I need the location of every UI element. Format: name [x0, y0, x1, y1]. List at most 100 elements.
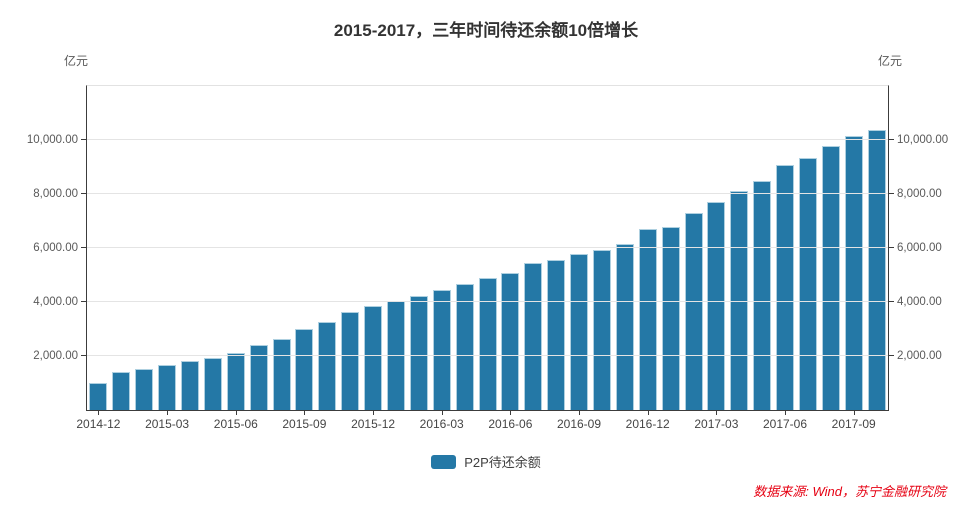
bar-slot [270, 86, 293, 410]
bar-slot [568, 86, 591, 410]
bar [821, 145, 840, 410]
bar-slot [842, 86, 865, 410]
bar-slot [156, 86, 179, 410]
bar-slot [705, 86, 728, 410]
y-axis-tick [81, 301, 86, 302]
x-axis-tick [167, 410, 169, 415]
bar-slot [87, 86, 110, 410]
bar [799, 157, 818, 410]
x-axis-label: 2015-12 [351, 417, 396, 431]
y-axis-unit-right: 亿元 [877, 54, 902, 68]
bar [295, 329, 314, 410]
y-axis-tick [889, 355, 894, 356]
x-axis-tick [579, 410, 580, 415]
bar-slot [728, 86, 751, 410]
chart-title: 2015-2017，三年时间待还余额10倍增长 [333, 21, 639, 40]
y-axis-tick [889, 301, 894, 302]
y-axis-label-right: 8,000.00 [897, 188, 942, 200]
bar-slot [751, 86, 774, 410]
bar [661, 226, 680, 410]
legend-label: P2P待还余额 [464, 455, 541, 470]
bar-series [87, 86, 888, 410]
bar-slot [476, 86, 499, 410]
y-axis-label-right: 10,000.00 [897, 134, 949, 146]
y-axis-tick [81, 139, 86, 140]
x-axis-label: 2017-03 [694, 417, 739, 431]
plot-area: 2,000.00 2,000.00 4,000.00 4,000.00 6,000.00… [27, 85, 948, 431]
x-axis-tick [304, 410, 306, 415]
bar [158, 364, 177, 410]
x-axis-label: 2017-06 [762, 417, 808, 431]
y-axis-label-left: 6,000.00 [33, 242, 78, 254]
x-axis-tick [785, 410, 786, 415]
x-axis-label: 2015-09 [282, 417, 327, 431]
y-axis-label-right: 6,000.00 [897, 242, 942, 254]
y-axis-tick [81, 247, 86, 248]
bar [409, 296, 428, 410]
y-axis-label-right: 4,000.00 [897, 296, 942, 308]
bar-slot [774, 86, 797, 410]
bar [112, 372, 131, 410]
x-axis-label: 2015-06 [213, 417, 258, 431]
bar-slot [499, 86, 522, 410]
x-axis-tick [853, 410, 855, 415]
y-axis-label-left: 4,000.00 [33, 296, 78, 308]
x-axis-label: 2016-06 [488, 417, 533, 431]
bar-slot [407, 86, 430, 410]
y-axis-tick [889, 193, 894, 194]
bar [272, 338, 291, 410]
gridline [87, 139, 888, 140]
bar [707, 201, 726, 410]
bar [226, 352, 245, 410]
bar [249, 345, 268, 410]
bar [478, 278, 497, 410]
chart-legend: P2P待还余额 [0, 452, 972, 471]
bar [364, 305, 383, 410]
bar-slot [636, 86, 659, 410]
bar-slot [110, 86, 133, 410]
bar [593, 249, 612, 410]
bar-slot [613, 86, 636, 410]
x-axis-label: 2016-09 [556, 417, 602, 431]
bar [135, 369, 154, 410]
y-axis-label-left: 10,000.00 [26, 134, 78, 146]
bar-slot [591, 86, 614, 410]
y-axis-tick [81, 193, 86, 194]
bar-slot [682, 86, 705, 410]
y-axis-unit-left: 亿元 [64, 54, 89, 68]
x-axis-tick [235, 410, 237, 415]
y-axis-label-right: 2,000.00 [897, 350, 942, 362]
gridline [87, 193, 888, 194]
gridline [87, 247, 888, 248]
bar-slot [339, 86, 362, 410]
bar [524, 263, 543, 410]
y-axis-label-left: 8,000.00 [33, 188, 78, 200]
x-axis-label: 2016-12 [625, 417, 670, 431]
x-axis-label: 2015-03 [145, 417, 190, 431]
bar-slot [179, 86, 202, 410]
bar-slot [545, 86, 568, 410]
x-axis-tick [716, 410, 718, 415]
bar [547, 260, 566, 410]
bar-slot [385, 86, 408, 410]
bar [615, 243, 634, 410]
bar-slot [453, 86, 476, 410]
bar-slot [316, 86, 339, 410]
bar [318, 322, 337, 410]
bar [89, 383, 108, 410]
bar-slot [865, 86, 888, 410]
bar-slot [820, 86, 843, 410]
bar-slot [133, 86, 156, 410]
bar [181, 360, 199, 410]
bar [776, 165, 795, 410]
x-axis-tick [98, 410, 100, 415]
bar [844, 135, 863, 410]
gridline [87, 355, 888, 356]
y-axis-tick [889, 247, 894, 248]
x-axis-label: 2016-03 [419, 417, 464, 431]
bar [455, 283, 474, 410]
bar [867, 129, 886, 410]
bar-slot [201, 86, 224, 410]
bar [638, 229, 657, 410]
